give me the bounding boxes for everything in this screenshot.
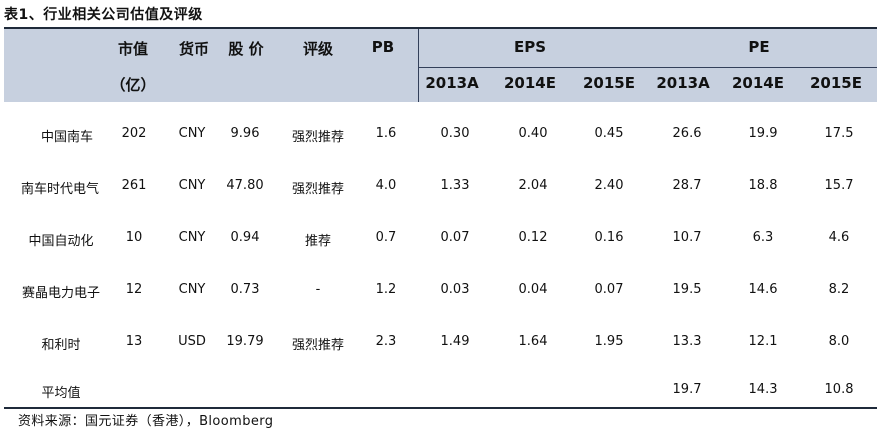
table-row-eps-2013: 1.49 (440, 334, 470, 349)
header-eps-2013: 2013A (425, 74, 479, 92)
table-row-pe-2014: 18.8 (748, 178, 778, 193)
header-pe-2014: 2014E (732, 74, 784, 92)
table-row-price: 47.80 (226, 178, 264, 193)
table-row-eps-2013: 1.33 (440, 178, 470, 193)
table-row-pe-2013: 10.7 (672, 230, 702, 245)
header-currency: 货币 (178, 40, 210, 58)
table-row-name: 和利时 (41, 338, 81, 353)
table-row-mcap: 12 (125, 282, 143, 297)
header-pe-2013: 2013A (656, 74, 710, 92)
table-row-pe-2014: 19.9 (748, 126, 778, 141)
table-row-eps-2013: 0.07 (440, 230, 470, 245)
table-row-eps-2014: 0.12 (518, 230, 548, 245)
table-row-eps-2015: 0.16 (594, 230, 624, 245)
table-row-price: 0.94 (230, 230, 260, 245)
header-divider (418, 29, 419, 102)
table-row-pb: 1.2 (375, 282, 397, 297)
table-row-eps-2015: 2.40 (594, 178, 624, 193)
table-row-currency: CNY (178, 282, 206, 297)
table-row-eps-2015: 0.45 (594, 126, 624, 141)
top-rule (4, 27, 877, 29)
table-row-rating: 推荐 (304, 234, 332, 249)
table-row-mcap: 10 (125, 230, 143, 245)
header-rating: 评级 (302, 40, 334, 58)
table-row-name: 中国自动化 (28, 234, 94, 249)
table-row-price: 19.79 (226, 334, 264, 349)
table-row-pb: 2.3 (375, 334, 397, 349)
header-mcap-unit: （亿） (110, 76, 156, 94)
table-row-rating: 强烈推荐 (291, 130, 345, 145)
table-row-pe-2014: 14.6 (748, 282, 778, 297)
table-row-name: 南车时代电气 (20, 182, 100, 197)
table-row-pe-2013: 19.5 (672, 282, 702, 297)
table-row-mcap: 202 (121, 126, 147, 141)
average-pe-2014: 14.3 (748, 382, 778, 397)
header-eps-2015: 2015E (583, 74, 635, 92)
table-row-price: 0.73 (230, 282, 260, 297)
header-mcap: 市值 (117, 40, 149, 58)
table-row-name: 中国南车 (40, 130, 94, 145)
table-row-rating: 强烈推荐 (291, 182, 345, 197)
source-note: 资料来源：国元证券（香港），Bloomberg (18, 414, 274, 429)
table-row-pe-2015: 17.5 (824, 126, 854, 141)
table-row-currency: CNY (178, 178, 206, 193)
table-row-pe-2015: 8.2 (828, 282, 850, 297)
header-eps-2014: 2014E (504, 74, 556, 92)
table-row-pe-2013: 26.6 (672, 126, 702, 141)
table-header: 市值 （亿） 货币 股 价 评级 PB EPS PE 2013A 2014E 2… (4, 29, 877, 102)
table-row-pe-2015: 15.7 (824, 178, 854, 193)
table-row-currency: USD (178, 334, 206, 349)
table-row-mcap: 261 (121, 178, 147, 193)
table-row-name: 赛晶电力电子 (21, 286, 101, 301)
table-row-pe-2015: 4.6 (828, 230, 850, 245)
header-price: 股 价 (228, 40, 264, 58)
table-row-eps-2015: 1.95 (594, 334, 624, 349)
table-row-pb: 0.7 (375, 230, 397, 245)
table-row-pe-2014: 6.3 (752, 230, 774, 245)
header-group-rule (418, 67, 877, 68)
table-row-eps-2014: 2.04 (518, 178, 548, 193)
table-row-pb: 1.6 (375, 126, 397, 141)
table-row-rating: - (315, 282, 321, 297)
table-row-price: 9.96 (230, 126, 260, 141)
table-title: 表1、行业相关公司估值及评级 (4, 7, 203, 23)
table-row-eps-2014: 1.64 (518, 334, 548, 349)
average-pe-2013: 19.7 (672, 382, 702, 397)
table-row-eps-2013: 0.30 (440, 126, 470, 141)
table-row-pe-2013: 13.3 (672, 334, 702, 349)
table-row-eps-2015: 0.07 (594, 282, 624, 297)
header-pe-2015: 2015E (810, 74, 862, 92)
table-row-rating: 强烈推荐 (291, 338, 345, 353)
bottom-rule (4, 407, 877, 409)
table-row-mcap: 13 (125, 334, 143, 349)
table-row-pe-2013: 28.7 (672, 178, 702, 193)
table-row-pb: 4.0 (375, 178, 397, 193)
header-pb: PB (371, 38, 395, 56)
table-row-currency: CNY (178, 126, 206, 141)
table-row-pe-2015: 8.0 (828, 334, 850, 349)
header-pe: PE (748, 38, 770, 56)
header-eps: EPS (513, 38, 547, 56)
average-label: 平均值 (41, 386, 81, 401)
table-row-eps-2013: 0.03 (440, 282, 470, 297)
table-row-eps-2014: 0.04 (518, 282, 548, 297)
table-row-currency: CNY (178, 230, 206, 245)
table-row-pe-2014: 12.1 (748, 334, 778, 349)
average-pe-2015: 10.8 (824, 382, 854, 397)
table-row-eps-2014: 0.40 (518, 126, 548, 141)
